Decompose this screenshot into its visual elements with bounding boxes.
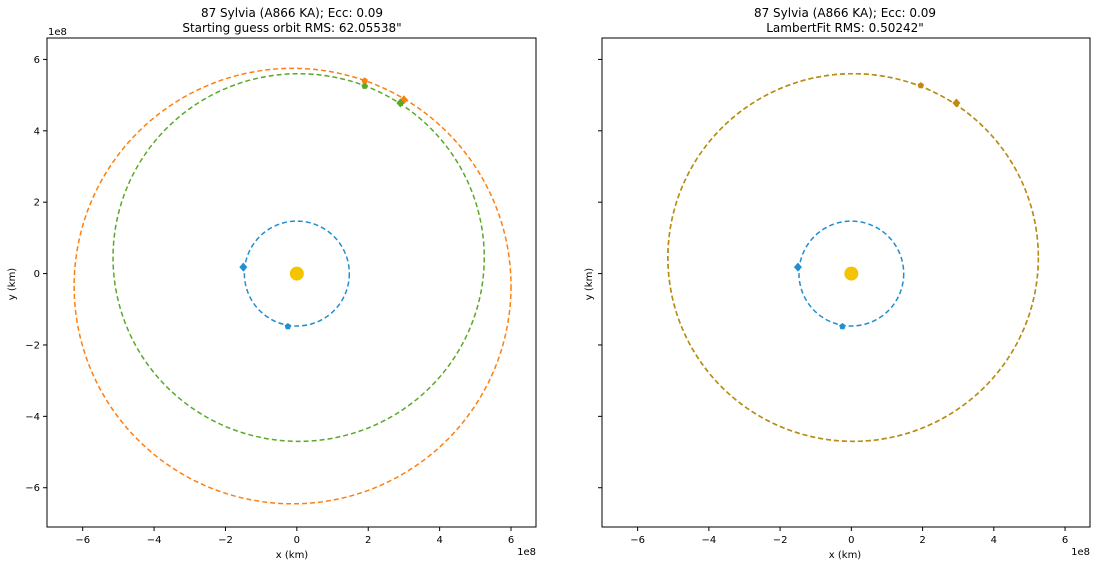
left-plot-area: −6 −4 −2 0 2 4 6 −6 −4 −2 0 2 4 6 — [25, 37, 537, 546]
orbit-line-2 — [667, 72, 1040, 443]
axes-frame — [601, 37, 1091, 528]
x-tick-label: 4 — [436, 535, 442, 546]
orbit-line-0 — [243, 220, 351, 327]
x-tick-label: 0 — [848, 535, 854, 546]
right-plot-subtitle: LambertFit RMS: 0.50242" — [766, 21, 924, 35]
left-x-axis-label: x (km) — [276, 550, 309, 561]
left-plot-subtitle: Starting guess orbit RMS: 62.05538" — [182, 21, 401, 35]
left-y-axis-label: y (km) — [7, 268, 18, 301]
sun-marker — [289, 266, 304, 281]
position-marker-pentagon — [361, 77, 368, 84]
position-marker-pentagon — [917, 82, 924, 89]
position-marker-diamond — [793, 262, 802, 272]
position-marker-pentagon — [361, 82, 368, 89]
y-tick-label: 4 — [34, 126, 40, 137]
orbit-line-1 — [73, 67, 512, 505]
x-tick-label: −4 — [147, 535, 162, 546]
x-tick-label: −2 — [773, 535, 788, 546]
right-y-axis-label: y (km) — [584, 268, 595, 301]
orbit-line-2 — [112, 72, 485, 443]
x-tick-label: −6 — [75, 535, 90, 546]
position-marker-pentagon — [284, 323, 292, 330]
right-plot-panel: 87 Sylvia (A866 KA); Ecc: 0.09 LambertFi… — [584, 6, 1091, 561]
x-tick-label: 2 — [365, 535, 371, 546]
x-tick-label: −4 — [701, 535, 716, 546]
y-tick-label: 2 — [34, 198, 40, 209]
y-tick-label: −6 — [25, 483, 40, 494]
y-tick-label: −2 — [25, 340, 40, 351]
orbit-line-0 — [798, 220, 905, 327]
right-x-axis-multiplier: 1e8 — [1071, 547, 1090, 558]
y-tick-label: 6 — [34, 55, 40, 66]
x-tick-label: −2 — [218, 535, 233, 546]
sun-marker — [844, 266, 859, 281]
x-tick-label: 4 — [991, 535, 997, 546]
left-plot-panel: 87 Sylvia (A866 KA); Ecc: 0.09 Starting … — [7, 6, 537, 561]
right-plot-area: −6 −4 −2 0 2 4 6 — [598, 37, 1091, 546]
left-y-axis-multiplier: 1e8 — [48, 27, 67, 38]
y-tick-label: 0 — [34, 269, 40, 280]
x-tick-label: −6 — [630, 535, 645, 546]
x-tick-label: 6 — [1062, 535, 1068, 546]
position-marker-pentagon — [839, 323, 846, 330]
axes-frame — [46, 37, 537, 528]
left-plot-title: 87 Sylvia (A866 KA); Ecc: 0.09 — [201, 6, 383, 20]
x-tick-label: 6 — [508, 535, 514, 546]
x-tick-label: 2 — [919, 535, 925, 546]
right-plot-title: 87 Sylvia (A866 KA); Ecc: 0.09 — [754, 6, 936, 20]
position-marker-diamond — [239, 262, 248, 272]
x-tick-label: 0 — [294, 535, 300, 546]
position-marker-diamond — [396, 98, 405, 108]
right-x-axis-label: x (km) — [829, 550, 862, 561]
left-x-axis-multiplier: 1e8 — [517, 547, 536, 558]
y-tick-label: −4 — [25, 412, 40, 423]
position-marker-diamond — [952, 98, 961, 108]
